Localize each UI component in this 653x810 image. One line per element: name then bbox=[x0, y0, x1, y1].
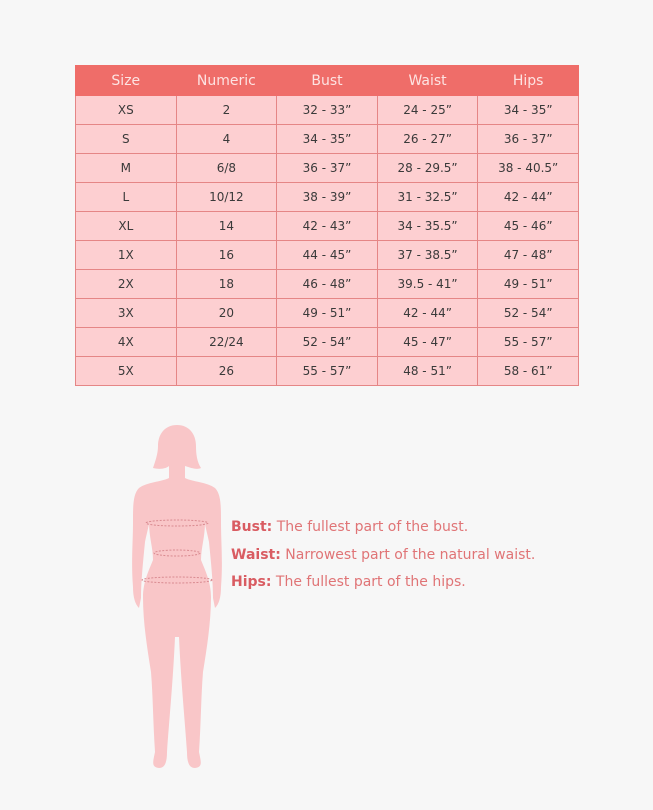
body-silhouette-figure bbox=[132, 425, 222, 768]
table-cell: 58 - 61” bbox=[477, 356, 579, 386]
column-header-size: Size bbox=[75, 65, 177, 96]
table-cell: 55 - 57” bbox=[276, 356, 378, 386]
legend-hips: Hips: The fullest part of the hips. bbox=[231, 574, 466, 590]
column-header-bust: Bust bbox=[276, 65, 378, 96]
table-cell: 4X bbox=[75, 327, 177, 357]
table-cell: S bbox=[75, 124, 177, 154]
table-cell: 24 - 25” bbox=[376, 95, 479, 125]
table-cell: L bbox=[75, 182, 177, 212]
table-cell: 26 bbox=[175, 356, 278, 386]
table-cell: 28 - 29.5” bbox=[376, 153, 479, 183]
table-cell: 48 - 51” bbox=[376, 356, 479, 386]
table-cell: 39.5 - 41” bbox=[376, 269, 479, 299]
table-cell: 5X bbox=[75, 356, 177, 386]
table-cell: XS bbox=[75, 95, 177, 125]
table-row: 4X 22/24 52 - 54” 45 - 47” 55 - 57” bbox=[75, 327, 579, 357]
table-cell: 36 - 37” bbox=[477, 124, 579, 154]
table-cell: 31 - 32.5” bbox=[376, 182, 479, 212]
table-cell: 34 - 35.5” bbox=[376, 211, 479, 241]
table-cell: 10/12 bbox=[175, 182, 278, 212]
table-cell: 34 - 35” bbox=[276, 124, 378, 154]
table-cell: 49 - 51” bbox=[276, 298, 378, 328]
table-cell: 32 - 33” bbox=[276, 95, 378, 125]
table-cell: 20 bbox=[175, 298, 278, 328]
table-cell: 16 bbox=[175, 240, 278, 270]
table-cell: 45 - 47” bbox=[376, 327, 479, 357]
table-cell: 34 - 35” bbox=[477, 95, 579, 125]
table-cell: 38 - 39” bbox=[276, 182, 378, 212]
table-cell: 42 - 44” bbox=[477, 182, 579, 212]
table-row: 3X 20 49 - 51” 42 - 44” 52 - 54” bbox=[75, 298, 579, 328]
table-row: L 10/12 38 - 39” 31 - 32.5” 42 - 44” bbox=[75, 182, 579, 212]
column-header-numeric: Numeric bbox=[175, 65, 278, 96]
table-cell: 52 - 54” bbox=[477, 298, 579, 328]
table-cell: 2 bbox=[175, 95, 278, 125]
table-cell: 22/24 bbox=[175, 327, 278, 357]
table-cell: 18 bbox=[175, 269, 278, 299]
measurement-legend: Bust: The fullest part of the bust. Wais… bbox=[231, 514, 535, 597]
table-cell: 46 - 48” bbox=[276, 269, 378, 299]
table-row: 2X 18 46 - 48” 39.5 - 41” 49 - 51” bbox=[75, 269, 579, 299]
size-chart-table: Size Numeric Bust Waist Hips XS 2 32 - 33” 24 -… bbox=[75, 65, 579, 386]
table-cell: 36 - 37” bbox=[276, 153, 378, 183]
table-row: XL 14 42 - 43” 34 - 35.5” 45 - 46” bbox=[75, 211, 579, 241]
table-header-row: Size Numeric Bust Waist Hips bbox=[75, 65, 579, 96]
table-cell: 52 - 54” bbox=[276, 327, 378, 357]
table-cell: M bbox=[75, 153, 177, 183]
legend-bust: Bust: The fullest part of the bust. bbox=[231, 519, 469, 535]
table-cell: 42 - 44” bbox=[376, 298, 479, 328]
table-cell: 3X bbox=[75, 298, 177, 328]
table-cell: 26 - 27” bbox=[376, 124, 479, 154]
table-row: XS 2 32 - 33” 24 - 25” 34 - 35” bbox=[75, 95, 579, 125]
table-cell: 44 - 45” bbox=[276, 240, 378, 270]
table-row: S 4 34 - 35” 26 - 27” 36 - 37” bbox=[75, 124, 579, 154]
table-cell: 14 bbox=[175, 211, 278, 241]
table-row: 1X 16 44 - 45” 37 - 38.5” 47 - 48” bbox=[75, 240, 579, 270]
table-cell: 38 - 40.5” bbox=[477, 153, 579, 183]
table-cell: 55 - 57” bbox=[477, 327, 579, 357]
table-cell: 37 - 38.5” bbox=[376, 240, 479, 270]
table-cell: 2X bbox=[75, 269, 177, 299]
table-cell: 6/8 bbox=[175, 153, 278, 183]
column-header-waist: Waist bbox=[376, 65, 479, 96]
table-cell: 42 - 43” bbox=[276, 211, 378, 241]
column-header-hips: Hips bbox=[477, 65, 579, 96]
table-cell: XL bbox=[75, 211, 177, 241]
table-row: M 6/8 36 - 37” 28 - 29.5” 38 - 40.5” bbox=[75, 153, 579, 183]
table-cell: 45 - 46” bbox=[477, 211, 579, 241]
table-cell: 4 bbox=[175, 124, 278, 154]
table-cell: 47 - 48” bbox=[477, 240, 579, 270]
table-cell: 1X bbox=[75, 240, 177, 270]
table-row: 5X 26 55 - 57” 48 - 51” 58 - 61” bbox=[75, 356, 579, 386]
legend-waist: Waist: Narrowest part of the natural wai… bbox=[231, 546, 536, 563]
table-cell: 49 - 51” bbox=[477, 269, 579, 299]
